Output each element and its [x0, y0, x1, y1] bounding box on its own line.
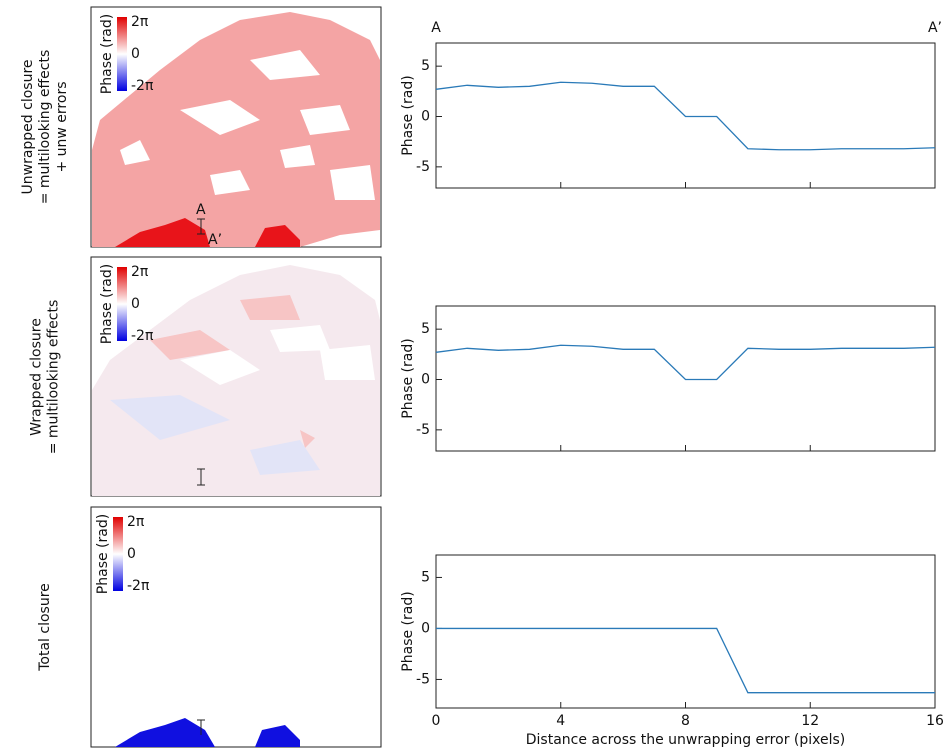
row-label: Unwrapped closure	[20, 59, 36, 194]
colorbar	[113, 517, 123, 591]
plot-frame	[435, 42, 936, 189]
colorbar-tick-label: -2π	[131, 328, 154, 344]
colorbar	[117, 17, 127, 91]
data-line	[435, 81, 936, 151]
y-axis-label: Phase (rad)	[400, 75, 416, 155]
row-label: = multilooking effects	[46, 300, 62, 455]
colorbar	[117, 267, 127, 341]
y-tick-label: 0	[421, 620, 430, 636]
colorbar-tick-label: -2π	[127, 578, 150, 594]
map-marker: A’	[208, 232, 222, 248]
y-tick-label: 5	[421, 321, 430, 337]
map-unwrapped	[90, 6, 382, 248]
y-tick-label: -5	[416, 671, 430, 687]
row-label: Total closure	[37, 583, 53, 672]
row-label: = multilooking effects	[37, 50, 53, 205]
annotation: A	[431, 20, 441, 36]
colorbar-label: Phase (rad)	[99, 264, 115, 344]
colorbar-tick-label: -2π	[131, 78, 154, 94]
x-axis-label: Distance across the unwrapping error (pi…	[526, 732, 846, 748]
plot-frame	[435, 554, 936, 709]
colorbar-tick-label: 0	[131, 296, 140, 312]
colorbar-tick-label: 0	[131, 46, 140, 62]
annotation: A’	[928, 20, 942, 36]
row-label: Wrapped closure	[29, 318, 45, 436]
map-marker: A	[196, 202, 206, 218]
colorbar-label: Phase (rad)	[99, 14, 115, 94]
plot-frame	[435, 305, 936, 452]
data-line	[436, 627, 935, 694]
x-tick-label: 0	[432, 713, 441, 729]
y-tick-label: 5	[421, 569, 430, 585]
data-line	[435, 344, 936, 381]
colorbar-label: Phase (rad)	[95, 514, 111, 594]
y-tick-label: -5	[416, 159, 430, 175]
y-tick-label: 5	[421, 58, 430, 74]
y-axis-label: Phase (rad)	[400, 338, 416, 418]
y-axis-label: Phase (rad)	[400, 591, 416, 671]
colorbar-tick-label: 0	[127, 546, 136, 562]
colorbar-tick-label: 2π	[131, 264, 149, 280]
row-label: + unw errors	[54, 81, 70, 172]
colorbar-tick-label: 2π	[131, 14, 149, 30]
x-tick-label: 12	[801, 713, 819, 729]
map-wrapped	[90, 256, 382, 497]
x-tick-label: 8	[681, 713, 690, 729]
y-tick-label: 0	[421, 372, 430, 388]
colorbar-tick-label: 2π	[127, 514, 145, 530]
y-tick-label: -5	[416, 422, 430, 438]
map-total	[90, 506, 382, 748]
x-tick-label: 16	[926, 713, 944, 729]
x-tick-label: 4	[556, 713, 565, 729]
y-tick-label: 0	[421, 109, 430, 125]
